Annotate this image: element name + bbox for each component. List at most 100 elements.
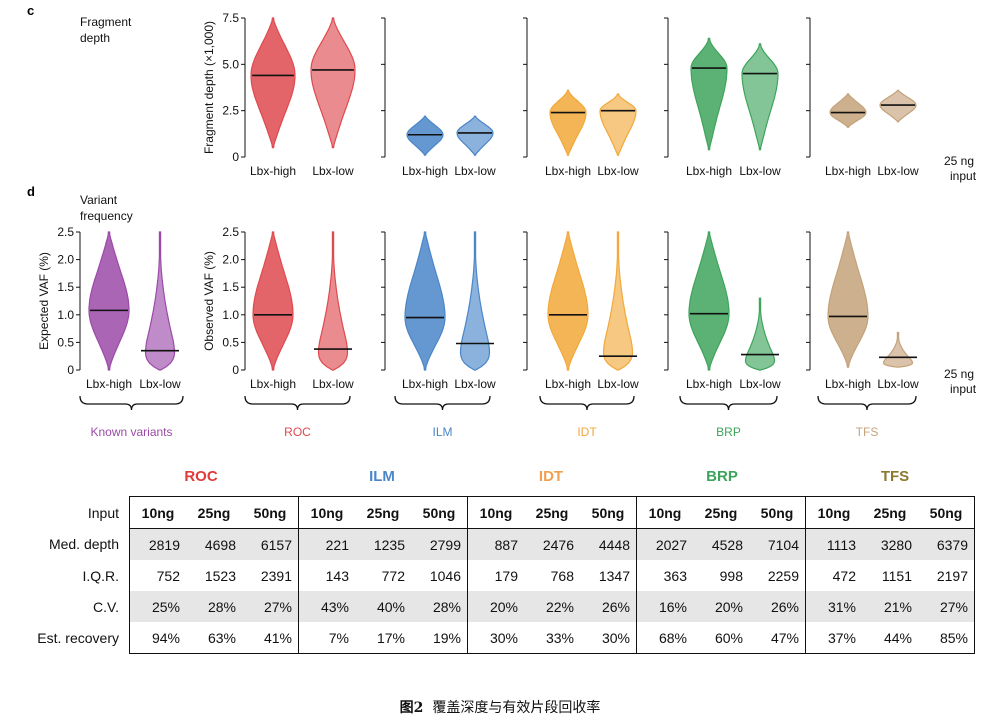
table-header-row: Input 10ng 25ng 50ng 10ng 25ng 50ng 10ng 25ng 50n… [27,496,975,529]
table-cell: 143 [298,560,355,591]
table-group-title: BRP [706,468,738,485]
y-tick-label: 2.5 [222,104,239,118]
violin-lbx-high [827,231,869,368]
table-cell: 27% [242,591,299,622]
table-cell: 998 [719,567,743,584]
group-name-label: IDT [577,425,597,439]
violin-lbx-low [317,231,349,371]
table-group-title: ROC [184,468,218,485]
y-axis-title: Fragment depth (×1,000) [202,21,216,154]
violin-lbx-low [456,115,494,156]
table-cell: 28% [411,591,468,622]
table-cell: 28% [186,591,242,622]
panel-c-letter: c [27,3,34,18]
table-cell: 887 [467,528,524,560]
y-tick-label: 1.0 [57,308,74,322]
violin-lbx-high [88,231,130,371]
table-cell: 20% [467,591,524,622]
violin-lbx-high [547,231,589,371]
table-row: Med. depth 2819 4698 6157 221 1235 2799 887 2476… [27,528,975,560]
table-row: Est. recovery 94% 63% 41% 7% 17% 19% 30% 33% 30% 6… [27,622,975,654]
table-cell: 4448 [580,528,637,560]
table-cell: 1113 [805,528,862,560]
x-tick-label: Lbx-low [597,377,639,391]
violin-lbx-high [250,17,296,149]
column-header: 10ng [805,496,862,529]
table-cell: 6379 [918,528,975,560]
violin-lbx-low [459,231,491,371]
table-cell: 2799 [411,528,468,560]
x-tick-label: Lbx-low [312,377,354,391]
column-header: 50ng [242,496,299,529]
group-brace [817,395,917,411]
panel-d-label-1: Variant [80,193,118,207]
violin-lbx-low [144,231,176,371]
column-header: 25ng [186,496,242,529]
table-cell: 85% [918,622,975,654]
table-cell: 752 [129,560,186,591]
column-header: 50ng [749,496,806,529]
table-cell: 7% [298,622,355,654]
table-cell: 3280 [862,528,918,560]
y-tick-label: 0 [232,363,239,377]
column-header: 50ng [580,496,637,529]
y-axis-title: Observed VAF (%) [202,251,216,351]
x-tick-label: Lbx-low [312,164,354,178]
column-header: 10ng [129,496,186,529]
x-tick-label: Lbx-high [86,377,132,391]
violin-lbx-low [741,43,779,151]
group-brace [244,395,351,411]
y-tick-label: 1.5 [57,280,74,294]
violin-lbx-high [829,93,867,128]
violin-lbx-high [690,37,728,151]
table-cell: 2027 [636,528,693,560]
table-cell: 68% [636,622,693,654]
violin-lbx-low [879,89,917,123]
y-tick-label: 2.5 [222,225,239,239]
x-tick-label: Lbx-low [877,377,919,391]
x-tick-label: Lbx-low [739,377,781,391]
y-tick-label: 7.5 [222,11,239,25]
table-cell: 19% [411,622,468,654]
y-axis-title: Expected VAF (%) [37,252,51,350]
x-tick-label: Lbx-high [686,377,732,391]
table-cell: 40% [355,591,411,622]
x-tick-label: Lbx-high [825,164,871,178]
table-cell: 1046 [429,567,461,584]
table-cell: 31% [805,591,862,622]
violin-lbx-high [406,115,444,156]
table-cell: 37% [805,622,862,654]
table-group-title: IDT [538,468,564,485]
table-cell: 2476 [524,528,580,560]
table-cell: 60% [693,622,749,654]
group-name-label: Known variants [90,425,172,439]
table-cell: 17% [355,622,411,654]
x-tick-label: Lbx-high [250,377,296,391]
row-label: Est. recovery [37,629,119,646]
group-name-label: ROC [284,425,311,439]
table-cell: 63% [186,622,242,654]
table-group-title: TFS [880,468,910,485]
group-name-label: TFS [856,425,879,439]
table-cell: 1151 [881,567,912,584]
table-cell: 221 [298,528,355,560]
table-cell: 44% [862,622,918,654]
table-cell: 472 [805,560,862,591]
table-cell: 20% [693,591,749,622]
table-cell: 27% [918,591,975,622]
row-label: I.Q.R. [82,567,119,584]
panel-d-label-2: frequency [80,209,133,223]
y-tick-label: 0.5 [57,335,74,349]
table-cell: 21% [862,591,918,622]
input-note-d-1: 25 ng [944,367,974,381]
input-note-d-2: input [950,382,977,396]
y-tick-label: 5.0 [222,57,239,71]
input-note-c-1: 25 ng [944,154,974,168]
violin-lbx-low [882,331,914,368]
column-header: 10ng [467,496,524,529]
x-tick-label: Lbx-low [139,377,181,391]
row-label: Input [87,504,119,521]
violin-lbx-high [549,89,587,156]
x-tick-label: Lbx-low [454,164,496,178]
table-cell: 1347 [598,567,630,584]
